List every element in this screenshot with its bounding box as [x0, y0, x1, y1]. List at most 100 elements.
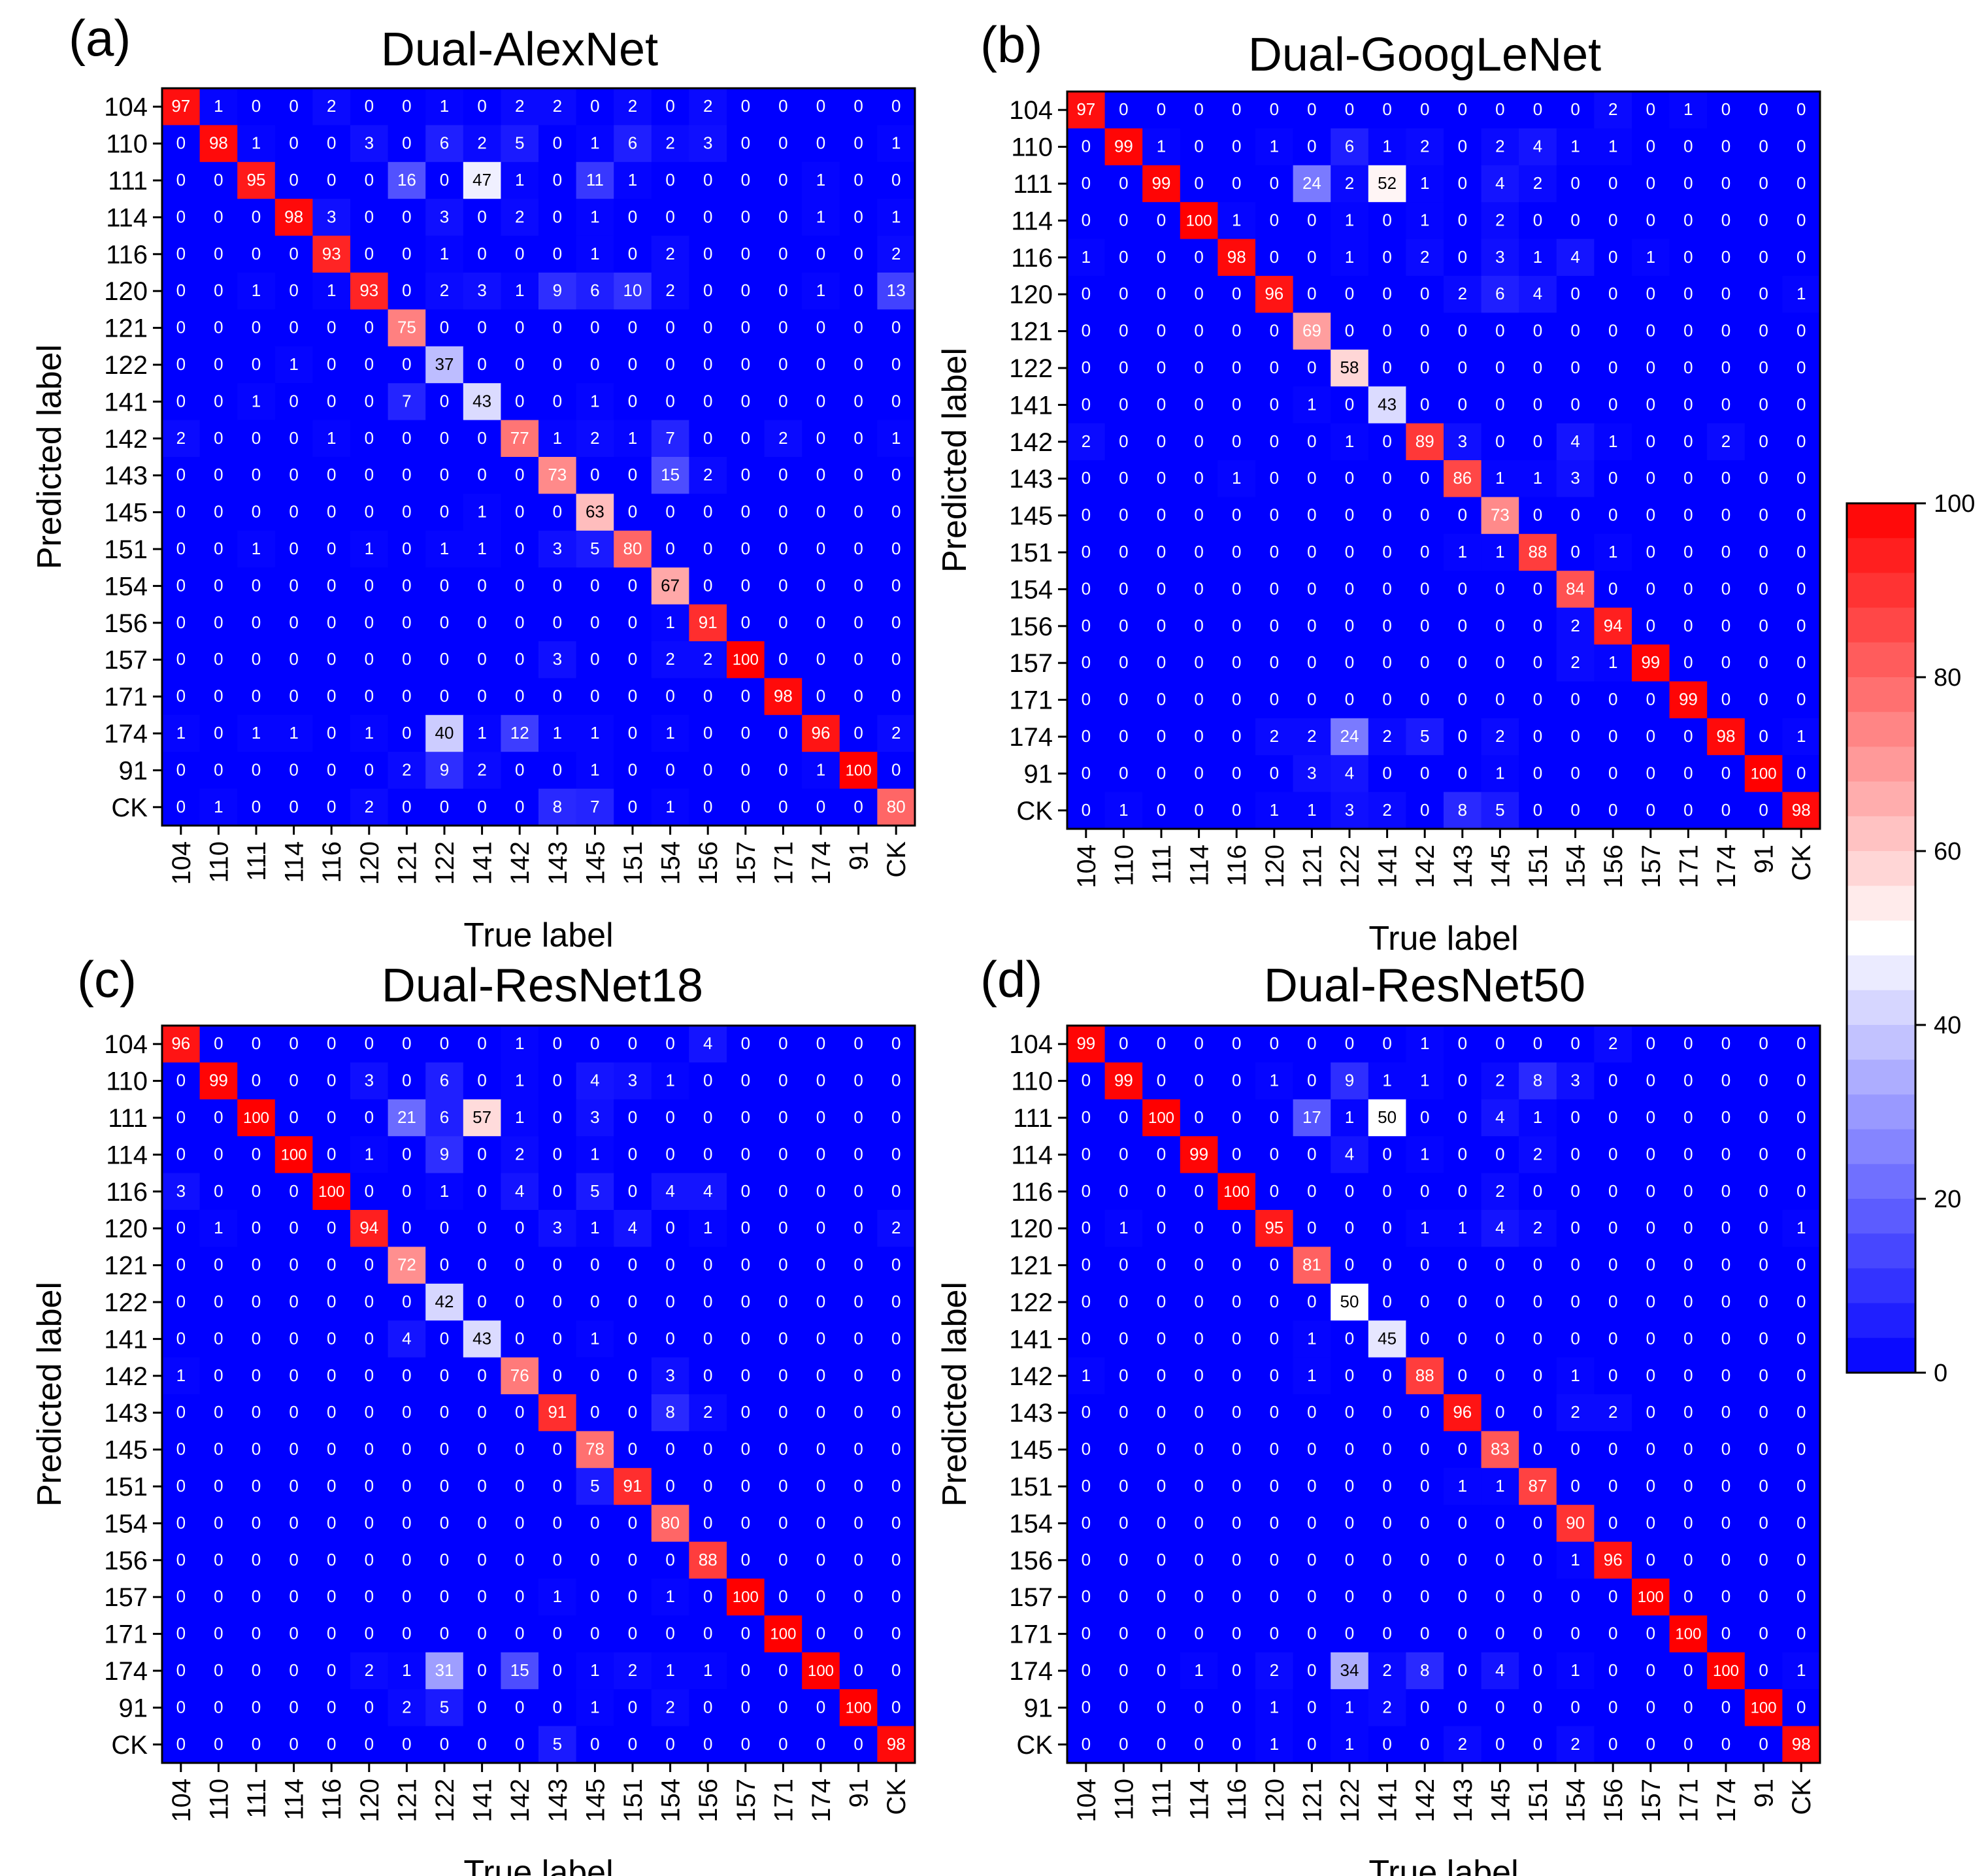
cell-value-label: 0: [816, 1624, 825, 1643]
cell-value-label: 0: [891, 1071, 901, 1090]
heatmap-cell: [576, 235, 614, 273]
cell-value-label: 0: [1194, 1439, 1203, 1459]
cell-value-label: 0: [214, 280, 223, 300]
y-tick-label: 141: [104, 388, 148, 416]
cell-value-label: 0: [1495, 690, 1504, 709]
heatmap-cell: [538, 604, 577, 642]
cell-value-label: 0: [1796, 431, 1806, 451]
cell-value-label: 0: [1646, 1513, 1655, 1532]
cell-value-label: 0: [1759, 1439, 1768, 1459]
cell-value-label: 6: [440, 1107, 449, 1127]
cell-value-label: 0: [1759, 1255, 1768, 1275]
cell-value-label: 0: [816, 1697, 825, 1717]
cell-value-label: 0: [778, 1328, 787, 1348]
heatmap-cell: [727, 161, 765, 199]
cell-value-label: 0: [477, 244, 486, 263]
cell-value-label: 0: [327, 1586, 336, 1606]
y-tick-label: 111: [1013, 170, 1053, 199]
heatmap-cell: [689, 530, 727, 568]
cell-value-label: 80: [661, 1513, 680, 1532]
cell-value-label: 0: [853, 1476, 863, 1496]
cell-value-label: 0: [1307, 1697, 1316, 1717]
x-tick-label: 151: [619, 841, 648, 885]
cell-value-label: 96: [171, 1033, 190, 1053]
cell-value-label: 0: [703, 575, 712, 595]
cell-value-label: 0: [477, 1181, 486, 1201]
cell-value-label: 0: [365, 502, 374, 522]
heatmap-cell: [576, 420, 614, 458]
cell-value-label: 0: [1759, 99, 1768, 119]
cell-value-label: 0: [176, 244, 186, 263]
cell-value-label: 0: [477, 649, 486, 669]
cell-value-label: 11: [586, 170, 604, 190]
heatmap-cell: [350, 161, 389, 199]
cell-value-label: 0: [1270, 247, 1279, 267]
cell-value-label: 0: [741, 1292, 750, 1311]
cell-value-label: 0: [289, 1365, 298, 1385]
heatmap-cell: [727, 530, 765, 568]
x-tick-label: 110: [205, 841, 233, 883]
cell-value-label: 0: [365, 1513, 374, 1532]
cell-value-label: 0: [1420, 1181, 1429, 1201]
cell-value-label: 0: [440, 649, 449, 669]
cell-value-label: 0: [703, 1476, 712, 1496]
cell-value-label: 0: [1759, 1292, 1768, 1311]
cell-value-label: 0: [176, 797, 186, 816]
cell-value-label: 0: [1232, 284, 1241, 303]
cell-value-label: 6: [440, 1071, 449, 1090]
cell-value-label: 0: [1721, 358, 1730, 377]
cell-value-label: 0: [1759, 431, 1768, 451]
y-tick-label: 154: [104, 1509, 148, 1538]
cell-value-label: 0: [1796, 99, 1806, 119]
cell-value-label: 0: [1307, 1550, 1316, 1569]
cell-value-label: 0: [327, 539, 336, 558]
heatmap-cell: [576, 604, 614, 642]
heatmap-cell: [162, 235, 201, 273]
cell-value-label: 24: [1302, 173, 1321, 193]
heatmap-cell: [350, 88, 389, 126]
heatmap-cell: [1293, 92, 1331, 129]
cell-value-label: 0: [1382, 1624, 1391, 1643]
cell-value-label: 0: [1570, 690, 1580, 709]
cell-value-label: 2: [891, 1218, 901, 1237]
cell-value-label: 0: [515, 1255, 524, 1275]
cell-value-label: 1: [365, 1144, 374, 1164]
heatmap-cell: [877, 199, 916, 237]
cell-value-label: 0: [176, 318, 186, 337]
cell-value-label: 1: [1495, 542, 1504, 561]
cell-value-label: 1: [1270, 800, 1279, 820]
y-tick-label: 122: [1009, 354, 1053, 383]
cell-value-label: 0: [1420, 1697, 1429, 1717]
cell-value-label: 0: [1683, 1734, 1693, 1754]
y-tick-label: 120: [1009, 280, 1053, 309]
cell-value-label: 0: [778, 1586, 787, 1606]
cell-value-label: 43: [472, 1328, 491, 1348]
cell-value-label: 52: [1378, 173, 1397, 193]
cell-value-label: 0: [1608, 1586, 1617, 1606]
cell-value-label: 0: [703, 391, 712, 410]
heatmap-cell: [877, 346, 916, 384]
cell-value-label: 0: [1307, 542, 1316, 561]
cell-value-label: 2: [891, 723, 901, 743]
cell-value-label: 8: [1420, 1660, 1429, 1680]
y-tick-label: 145: [1009, 1436, 1053, 1465]
colorbar-segment: [1847, 712, 1915, 747]
cell-value-label: 1: [440, 539, 449, 558]
cell-value-label: 0: [628, 723, 637, 743]
cell-value-label: 0: [553, 244, 562, 263]
cell-value-label: 0: [327, 1071, 336, 1090]
cell-value-label: 0: [1796, 173, 1806, 193]
heatmap-cell: [199, 714, 238, 752]
heatmap-cell: [764, 273, 803, 310]
cell-value-label: 0: [1683, 358, 1693, 377]
cell-value-label: 3: [176, 1181, 186, 1201]
heatmap-cell: [764, 383, 803, 421]
cell-value-label: 0: [1194, 652, 1203, 672]
cell-value-label: 0: [1157, 1402, 1166, 1422]
heatmap-cell: [162, 199, 201, 237]
cell-value-label: 0: [1458, 1550, 1467, 1569]
cell-value-label: 0: [1382, 542, 1391, 561]
cell-value-label: 0: [1796, 358, 1806, 377]
cell-value-label: 0: [1270, 1550, 1279, 1569]
cell-value-label: 98: [209, 133, 228, 153]
